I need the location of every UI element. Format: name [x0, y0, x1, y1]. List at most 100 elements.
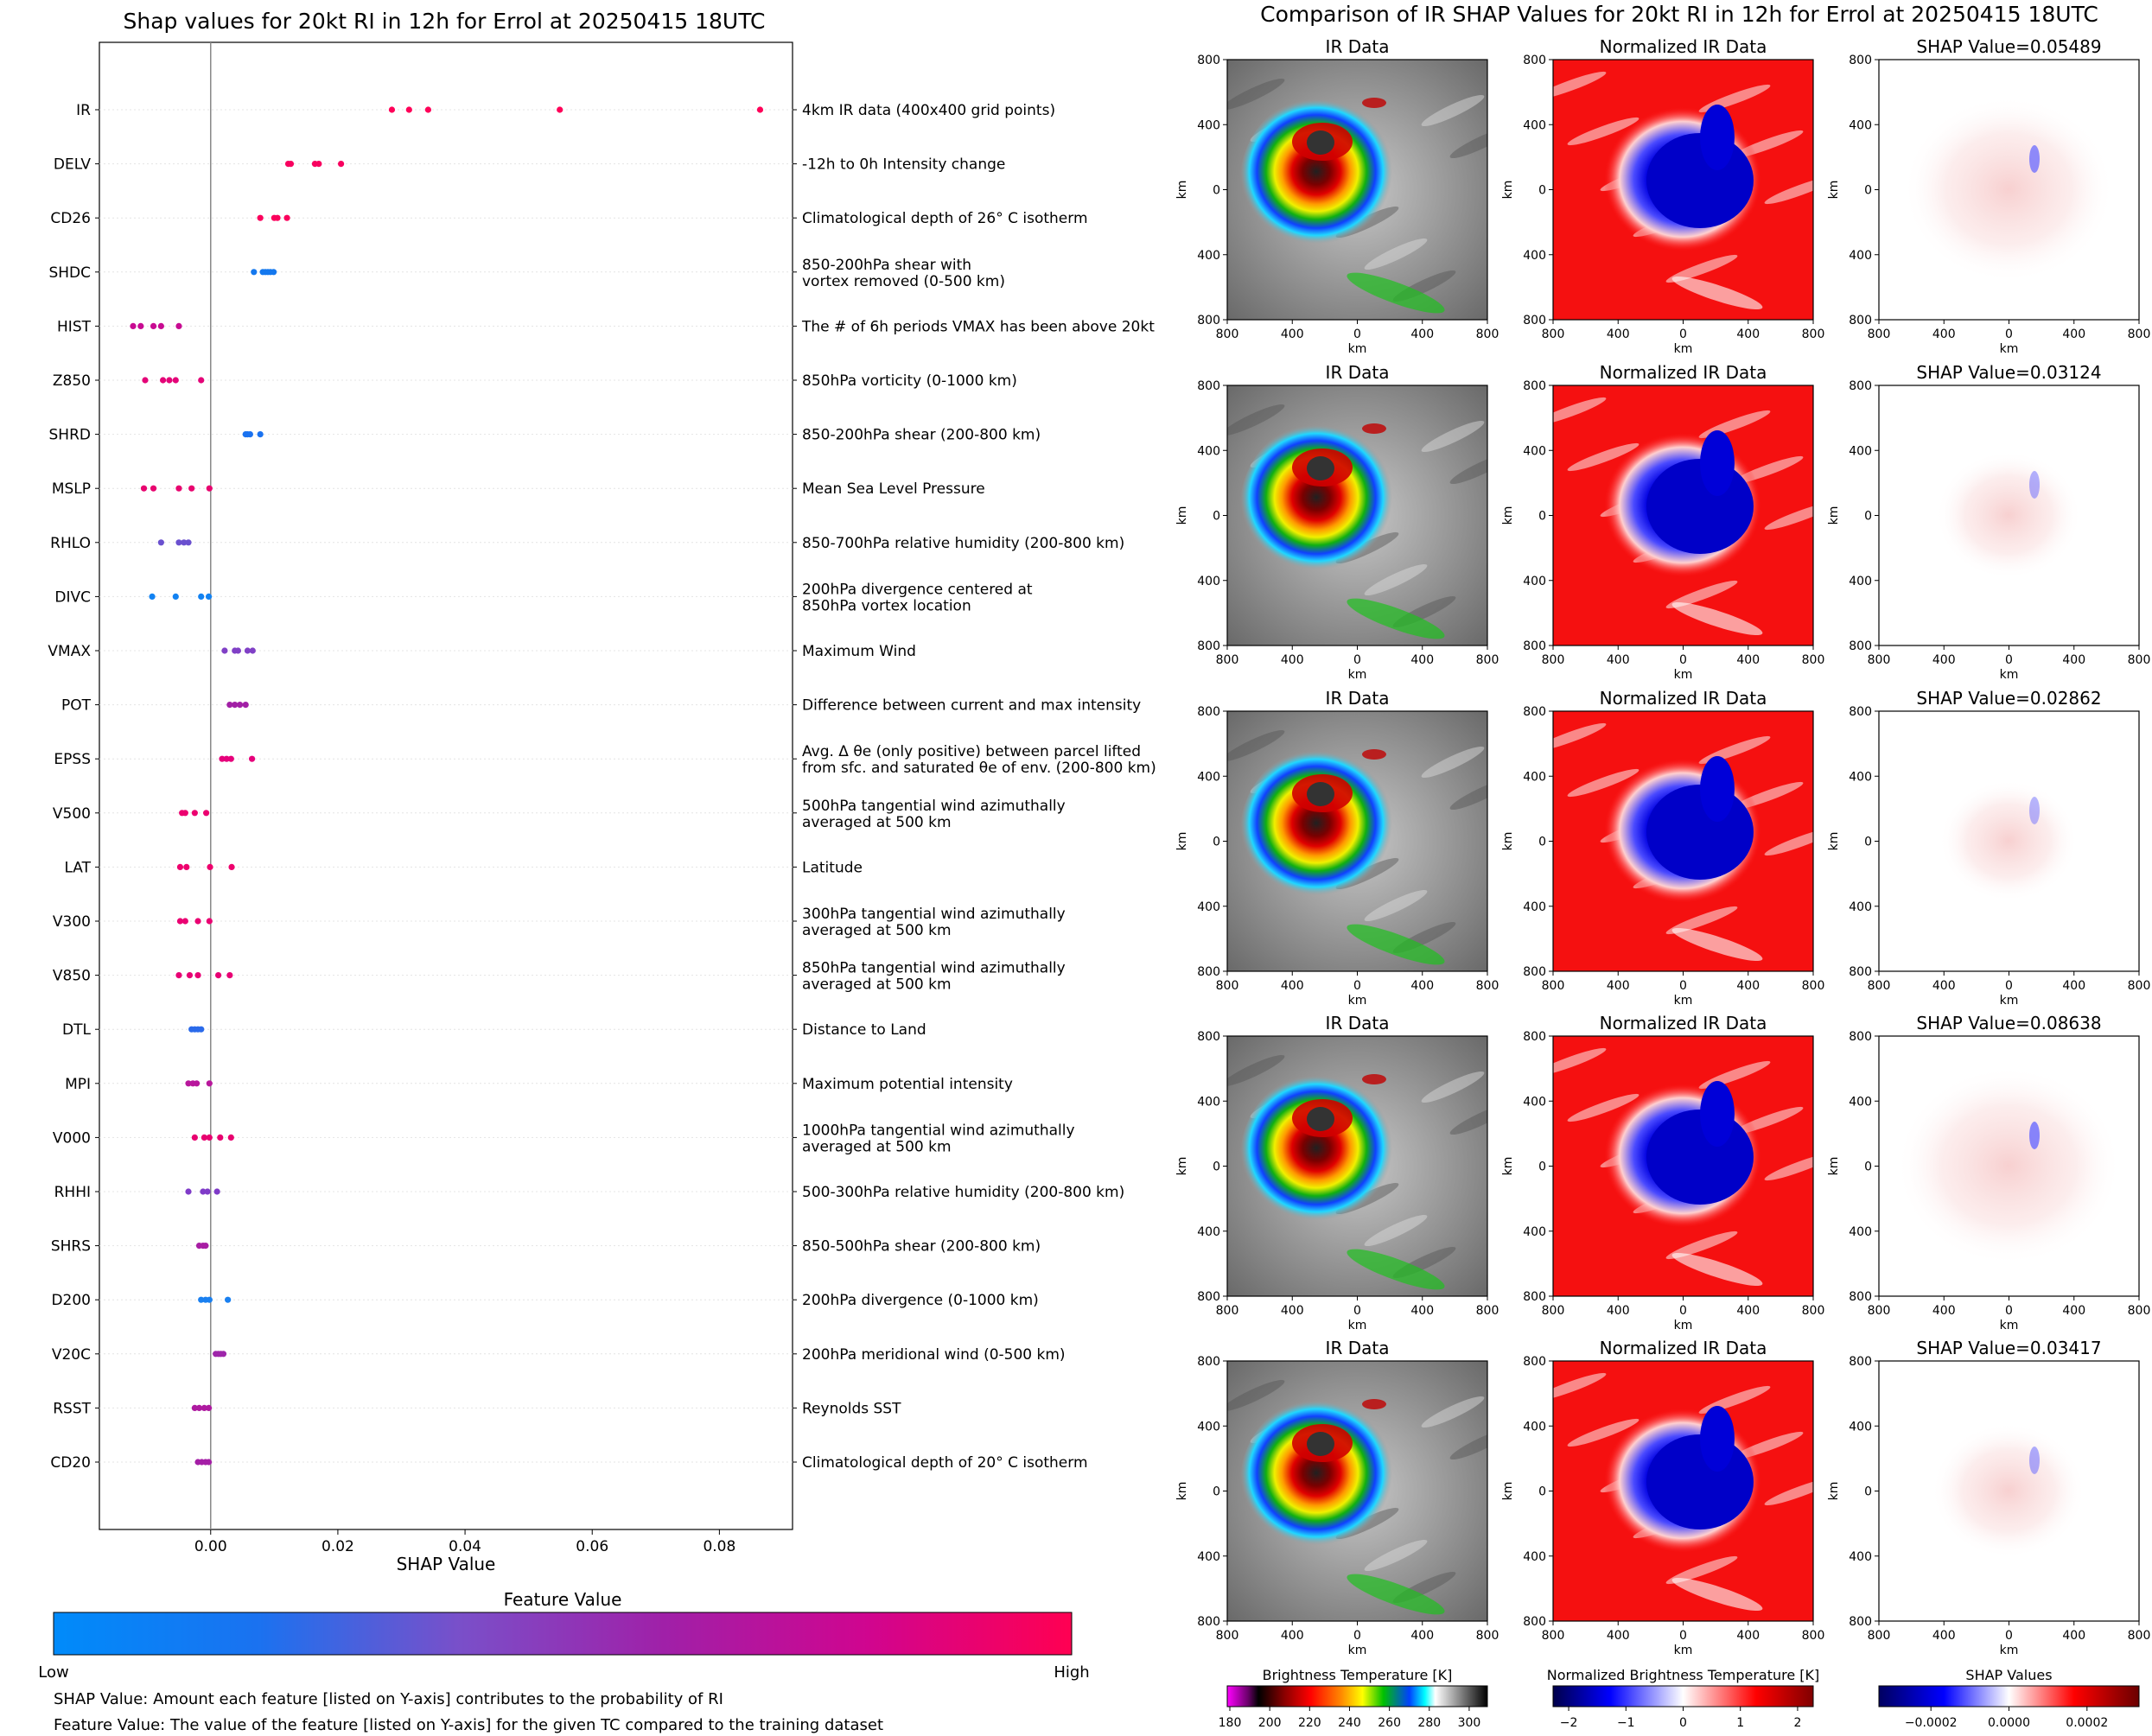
- shap-point: [206, 1134, 213, 1141]
- shap-point: [201, 1404, 208, 1411]
- panel-y-tick-label: 400: [1849, 249, 1872, 263]
- bottom-colorbar-tick-label: 180: [1219, 1716, 1242, 1730]
- panel-x-tick-label: 400: [1281, 979, 1304, 993]
- panel-y-tick-label: 0: [1864, 1161, 1872, 1174]
- panel-y-axis-label: km: [1501, 1482, 1515, 1501]
- shap-point: [207, 863, 213, 871]
- panel-y-tick-label: 800: [1523, 379, 1546, 393]
- shap-point: [213, 1188, 220, 1195]
- shap-panel: SHAP Value=0.031248008004004000040040080…: [1827, 362, 2150, 682]
- bottom-colorbar-tick-label: −2: [1560, 1716, 1578, 1730]
- x-tick-label: 0.02: [322, 1538, 354, 1555]
- feature-label: DIVC: [54, 588, 91, 606]
- feature-label: Z850: [53, 372, 91, 390]
- panel-x-axis-label: km: [1348, 1319, 1367, 1332]
- shap-point: [149, 593, 156, 601]
- panel-x-tick-label: 400: [1932, 1629, 1956, 1643]
- ir-panel-title: IR Data: [1326, 1338, 1390, 1358]
- feature-description: Maximum Wind: [802, 643, 916, 660]
- shap-panel: SHAP Value=0.028628008004004000040040080…: [1827, 688, 2150, 1008]
- feature-label: VMAX: [48, 643, 91, 660]
- panel-y-tick-label: 0: [1864, 1485, 1872, 1499]
- x-tick-label: 0.08: [703, 1538, 735, 1555]
- feature-description: vortex removed (0-500 km): [802, 273, 1005, 290]
- ir-panel-title: IR Data: [1326, 362, 1390, 383]
- panel-y-tick-label: 400: [1523, 1095, 1546, 1109]
- feature-description: 850hPa tangential wind azimuthally: [802, 960, 1066, 977]
- panel-x-tick-label: 800: [1216, 1629, 1239, 1643]
- panel-x-tick-label: 800: [2128, 653, 2151, 667]
- plot-area: [99, 41, 793, 1530]
- bottom-colorbar-tick-label: −0.0002: [1905, 1716, 1958, 1730]
- panel-x-axis-label: km: [1348, 994, 1367, 1008]
- panel-y-tick-label: 400: [1849, 1225, 1872, 1239]
- shap-point: [226, 972, 233, 979]
- panel-x-tick-label: 800: [1216, 979, 1239, 993]
- panel-x-tick-label: 0: [2005, 1304, 2013, 1318]
- panel-x-tick-label: 800: [1802, 1629, 1825, 1643]
- shap-point: [232, 702, 239, 709]
- feature-label: CD26: [50, 210, 91, 227]
- panel-y-tick-label: 400: [1197, 1550, 1220, 1564]
- panel-x-tick-label: 0: [1353, 653, 1361, 667]
- normalized-panel-title: Normalized IR Data: [1600, 36, 1767, 57]
- feature-label: V20C: [52, 1346, 91, 1364]
- panel-x-tick-label: 0: [1679, 653, 1687, 667]
- colorbar-title: Feature Value: [504, 1589, 622, 1610]
- shap-point: [206, 485, 213, 492]
- panel-y-tick-label: 800: [1197, 639, 1220, 653]
- footer-line-2: Feature Value: The value of the feature …: [54, 1716, 883, 1734]
- panel-x-tick-label: 800: [1542, 979, 1565, 993]
- ir-image: [1227, 385, 1487, 645]
- bottom-colorbar-tick-label: 300: [1458, 1716, 1481, 1730]
- panel-y-axis-label: km: [1827, 832, 1841, 851]
- panel-y-tick-label: 400: [1197, 770, 1220, 784]
- x-tick-label: 0.04: [449, 1538, 481, 1555]
- ir-panel-title: IR Data: [1326, 688, 1390, 709]
- shap-point: [217, 1134, 224, 1141]
- bottom-colorbar-gradient: [1878, 1685, 2140, 1707]
- shap-point: [756, 106, 764, 113]
- feature-label: V850: [53, 968, 91, 985]
- panel-x-tick-label: 0: [2005, 979, 2013, 993]
- ir-panel-title: IR Data: [1326, 1013, 1390, 1033]
- shap-point: [237, 702, 244, 709]
- feature-label: DTL: [62, 1021, 91, 1039]
- shap-point: [183, 863, 190, 871]
- panel-x-tick-label: 400: [1736, 327, 1760, 341]
- shap-point: [175, 322, 182, 329]
- panel-y-tick-label: 0: [1538, 836, 1546, 849]
- feature-label: CD20: [50, 1454, 91, 1472]
- shap-point: [185, 539, 192, 546]
- panel-x-tick-label: 800: [2128, 1304, 2151, 1318]
- shap-point: [557, 106, 563, 113]
- shap-panel-title: SHAP Value=0.02862: [1916, 688, 2101, 709]
- panel-x-tick-label: 800: [1476, 653, 1499, 667]
- bottom-colorbar-tick-label: 0.0002: [2066, 1716, 2108, 1730]
- shap-image: [1879, 1361, 2139, 1621]
- panel-y-tick-label: 800: [1197, 1030, 1220, 1044]
- feature-label: EPSS: [54, 751, 91, 768]
- panel-x-axis-label: km: [1674, 994, 1693, 1008]
- panel-y-tick-label: 400: [1523, 575, 1546, 588]
- panel-y-axis-label: km: [1175, 1157, 1189, 1176]
- panel-y-tick-label: 0: [1538, 1485, 1546, 1499]
- panel-y-tick-label: 400: [1523, 1420, 1546, 1434]
- feature-description: The # of 6h periods VMAX has been above …: [801, 318, 1155, 335]
- panel-x-axis-label: km: [1348, 668, 1367, 682]
- panel-x-tick-label: 800: [1542, 1629, 1565, 1643]
- panel-y-tick-label: 800: [1523, 965, 1546, 979]
- feature-description: 850-200hPa shear (200-800 km): [802, 427, 1041, 444]
- panel-row: IR Data80080040040000400400800800kmkmNor…: [1175, 1338, 2150, 1657]
- shap-point: [181, 539, 188, 546]
- ir-panel-grid: IR Data80080040040000400400800800kmkmNor…: [1175, 36, 2150, 1657]
- panel-x-tick-label: 400: [1281, 1304, 1304, 1318]
- panel-y-tick-label: 800: [1197, 54, 1220, 67]
- bottom-colorbar: Normalized Brightness Temperature [K] −2 −…: [1547, 1667, 1820, 1730]
- shap-point: [257, 214, 264, 221]
- panel-x-tick-label: 400: [1932, 653, 1956, 667]
- normalized-ir-panel: Normalized IR Data8008004004000040040080…: [1501, 1338, 1825, 1657]
- x-axis-label: SHAP Value: [397, 1554, 496, 1574]
- feature-label: SHRS: [51, 1238, 91, 1256]
